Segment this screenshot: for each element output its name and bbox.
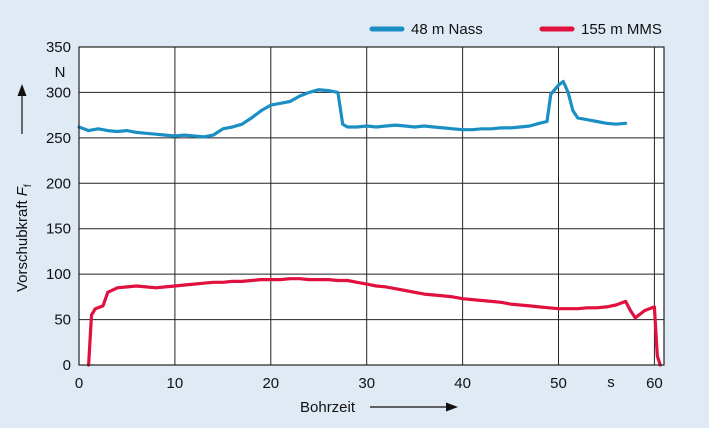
x-tick-label-0: 0 [75, 375, 83, 392]
x-axis-title-group: Bohrzeit [300, 399, 458, 416]
legend-label-2: 155 m MMS [581, 21, 662, 38]
y-tick-label-250: 250 [46, 130, 71, 147]
y-tick-labels: 0 50 100 150 200 250 300 350 [46, 39, 71, 374]
y-tick-label-100: 100 [46, 266, 71, 283]
plot-frame [78, 46, 665, 366]
series-layer [77, 79, 662, 367]
legend-label-1: 48 m Nass [411, 21, 483, 38]
y-tick-label-350: 350 [46, 39, 71, 56]
x-tick-labels: 0 10 20 30 40 50 60 [75, 375, 663, 392]
y-axis-arrow-head [17, 84, 27, 96]
y-axis-title-main: Vorschubkraft [14, 199, 31, 292]
y-tick-label-150: 150 [46, 221, 71, 238]
grid-lines [79, 47, 664, 365]
legend: 48 m Nass 155 m MMS [369, 21, 662, 38]
y-tick-label-200: 200 [46, 175, 71, 192]
x-tick-label-50: 50 [550, 375, 567, 392]
series-line-2 [87, 277, 662, 367]
y-axis-title-subscript: f [23, 184, 34, 187]
x-tick-label-20: 20 [262, 375, 279, 392]
x-tick-label-60: 60 [646, 375, 663, 392]
plot-area [79, 47, 664, 365]
x-axis-title: Bohrzeit [300, 399, 356, 416]
x-tick-label-40: 40 [454, 375, 471, 392]
y-axis-title: Vorschubkraft Ff [14, 184, 34, 292]
y-axis-title-symbol: F [14, 186, 31, 196]
x-axis-arrow-head [446, 402, 458, 412]
y-tick-label-50: 50 [54, 312, 71, 329]
y-axis-title-group: Vorschubkraft Ff [14, 84, 34, 292]
series-line-1 [77, 79, 628, 139]
x-unit-label: s [607, 374, 615, 391]
x-tick-label-10: 10 [167, 375, 184, 392]
y-tick-label-300: 300 [46, 84, 71, 101]
x-tick-label-30: 30 [358, 375, 375, 392]
y-tick-label-0: 0 [63, 357, 71, 374]
y-unit-label: N [55, 64, 66, 81]
